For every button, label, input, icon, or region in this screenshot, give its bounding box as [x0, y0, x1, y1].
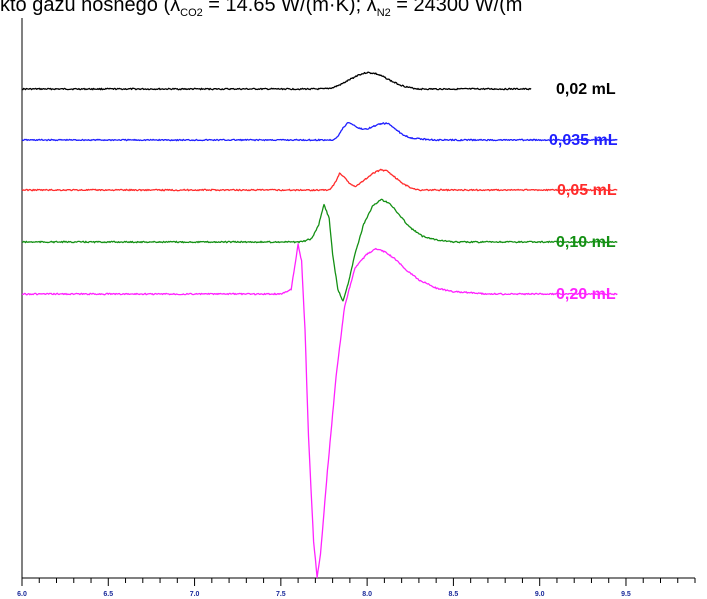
- legend-labels: 0,02 mL 0,035 mL 0,05 mL 0,10 mL 0,20 mL: [549, 81, 618, 303]
- series-group: [21, 71, 618, 579]
- figure-caption-fragment: kto gazu nośnego (λCO2 = 14.65 W/(m·K); …: [0, 0, 707, 18]
- series-label-2: 0,035 mL: [549, 132, 618, 149]
- series-line-3: [21, 168, 618, 192]
- x-tick-label: 7.0: [190, 591, 200, 598]
- x-tick-label: 6.5: [103, 591, 113, 598]
- series-label-1: 0,02 mL: [556, 81, 616, 98]
- series-line-2: [21, 121, 618, 142]
- caption-sub-co2: CO2: [180, 7, 203, 18]
- caption-sub-n2: N2: [376, 7, 391, 18]
- caption-text-3: = 24300 W/(m: [390, 0, 523, 16]
- series-label-3: 0,05 mL: [557, 182, 617, 199]
- x-tick-label: 9.5: [621, 591, 631, 598]
- axes-group: 6.0 6.5 7.0 7.5 8.0 8.5 9.0 9.5: [17, 18, 696, 598]
- x-tick-label: 7.5: [276, 591, 286, 598]
- x-tick-label: 8.5: [449, 591, 459, 598]
- series-label-4: 0,10 mL: [556, 234, 616, 251]
- series-line-4: [21, 198, 618, 302]
- series-label-5: 0,20 mL: [556, 286, 616, 303]
- series-line-1: [21, 71, 532, 91]
- caption-text-1: kto gazu nośnego (λ: [0, 0, 181, 16]
- x-tick-label: 9.0: [535, 591, 545, 598]
- x-tick-label: 6.0: [17, 591, 27, 598]
- series-line-5: [21, 243, 618, 579]
- x-tick-label: 8.0: [362, 591, 372, 598]
- caption-text-2: = 14.65 W/(m·K); λ: [202, 0, 377, 16]
